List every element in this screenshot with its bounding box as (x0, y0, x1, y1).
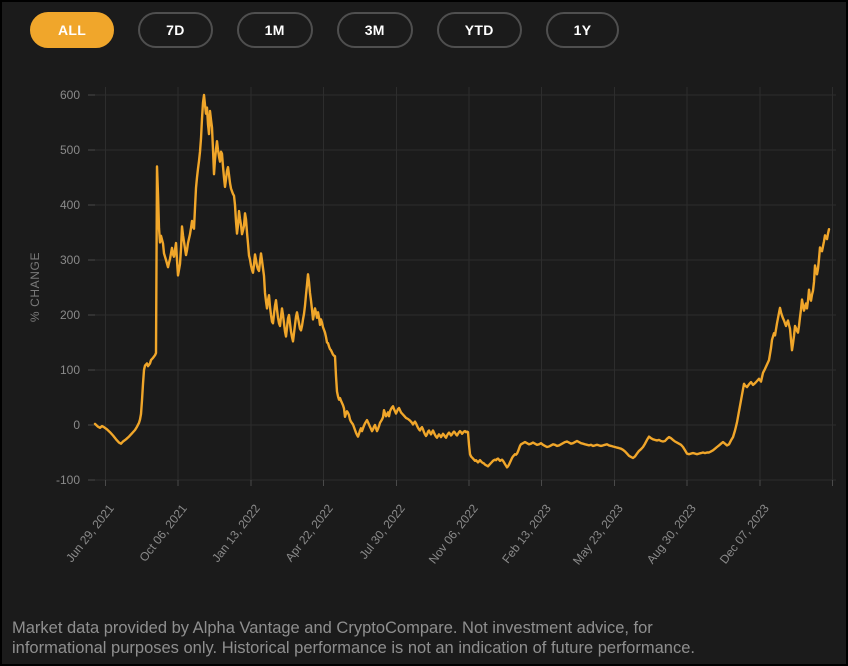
footer-disclaimer: Market data provided by Alpha Vantage an… (12, 619, 832, 658)
disclaimer-line-2: informational purposes only. Historical … (12, 638, 695, 657)
time-range-button-ytd[interactable]: YTD (436, 12, 522, 48)
y-tick-label: 500 (59, 143, 80, 157)
chart-canvas[interactable] (86, 87, 842, 507)
time-range-selector: ALL 7D 1M 3M YTD 1Y (30, 12, 620, 48)
time-range-button-3m[interactable]: 3M (336, 12, 413, 48)
y-tick-label: -100 (55, 473, 80, 487)
time-range-button-1y[interactable]: 1Y (545, 12, 620, 48)
y-tick-label: 300 (59, 253, 80, 267)
time-range-button-all[interactable]: ALL (30, 12, 115, 48)
y-tick-label: 400 (59, 198, 80, 212)
disclaimer-line-1: Market data provided by Alpha Vantage an… (12, 619, 653, 637)
y-tick-label: 600 (59, 88, 80, 102)
y-tick-label: 100 (59, 363, 80, 377)
y-tick-label: 200 (59, 308, 80, 322)
time-range-button-7d[interactable]: 7D (138, 12, 213, 48)
time-range-button-1m[interactable]: 1M (236, 12, 313, 48)
y-tick-label: 0 (73, 418, 80, 432)
